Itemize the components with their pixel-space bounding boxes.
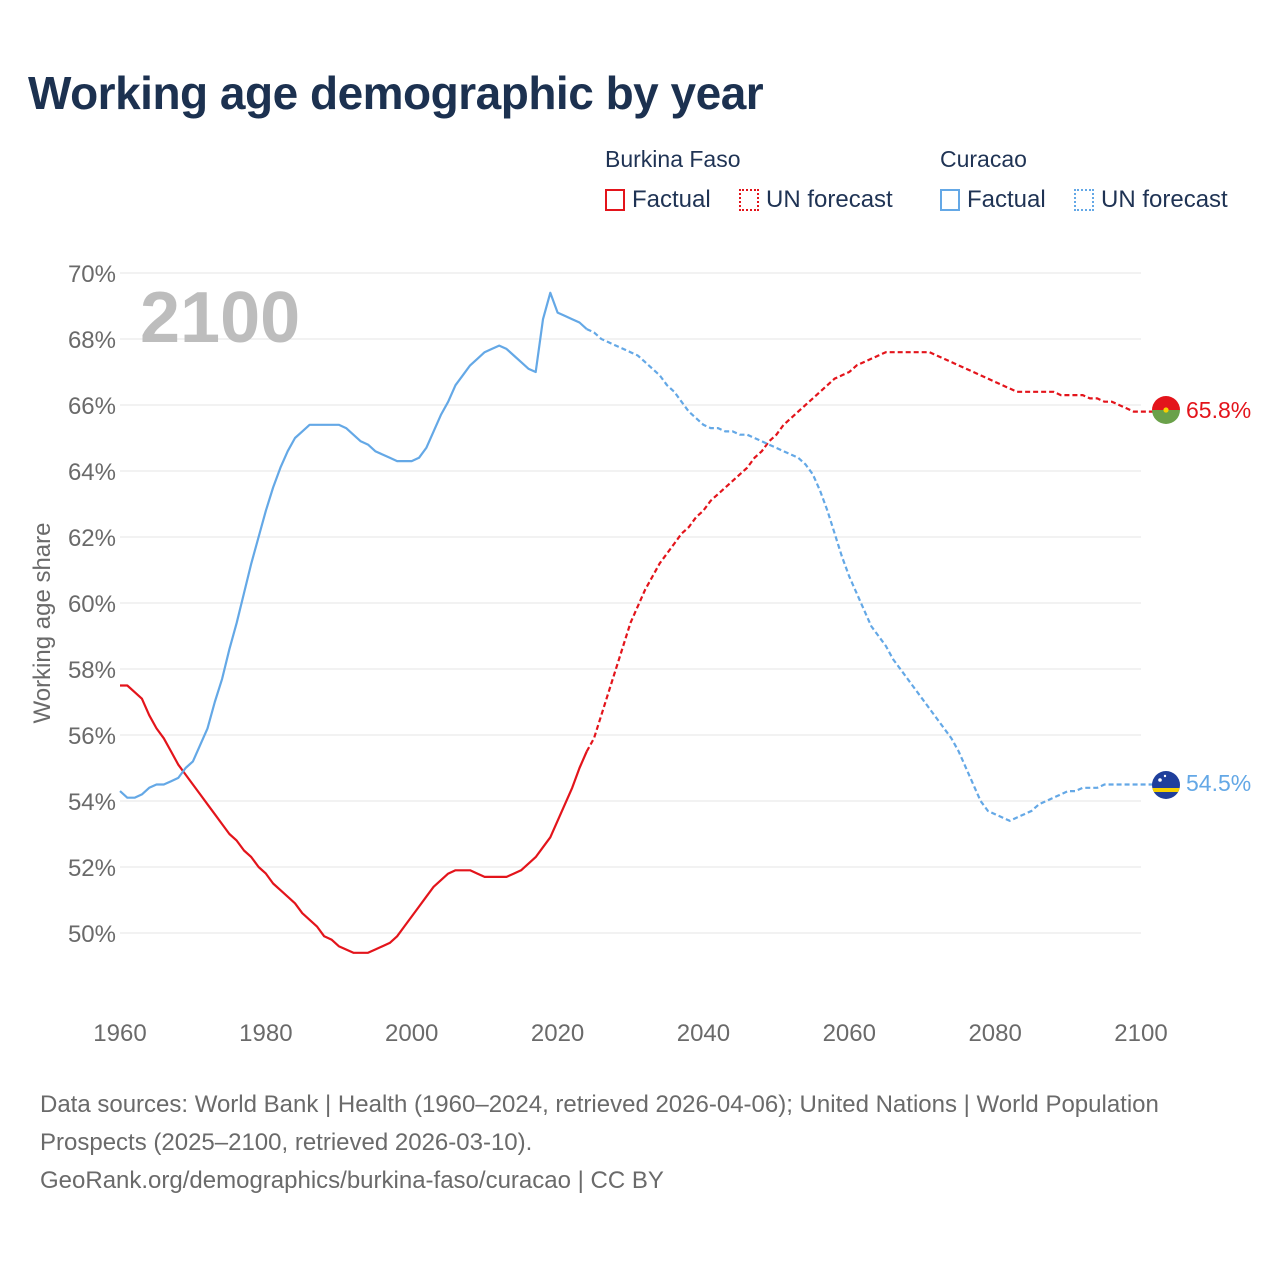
legend-swatch-dotted-icon <box>739 189 759 211</box>
x-tick-label: 2020 <box>531 1020 584 1047</box>
y-tick-label: 54% <box>68 789 116 816</box>
y-tick-label: 64% <box>68 459 116 486</box>
series-line-burkina-faso-forecast[interactable] <box>585 351 1156 753</box>
burkina-faso-flag-icon <box>1152 396 1180 424</box>
legend-label: UN forecast <box>1101 186 1228 213</box>
y-tick-label: 68% <box>68 327 116 354</box>
legend-group-curacao: Curacao <box>940 146 1027 172</box>
x-tick-label: 2040 <box>677 1020 730 1047</box>
y-tick-label: 58% <box>68 657 116 684</box>
legend-curacao-forecast[interactable]: UN forecast <box>1074 186 1228 214</box>
legend-group-burkina-faso: Burkina Faso <box>605 146 741 172</box>
y-axis-label: Working age share <box>29 523 56 724</box>
legend-curacao-factual[interactable]: Factual <box>940 186 1046 214</box>
y-tick-label: 52% <box>68 855 116 882</box>
legend-swatch-dotted-icon <box>1074 189 1094 211</box>
x-tick-label: 1980 <box>239 1020 292 1047</box>
data-sources: Data sources: World Bank | Health (1960–… <box>40 1091 1159 1156</box>
end-value-label-curacao: 54.5% <box>1186 770 1251 796</box>
series-line-curacao-forecast[interactable] <box>586 328 1156 823</box>
chart-footer: Data sources: World Bank | Health (1960–… <box>40 1086 1240 1200</box>
y-tick-label: 62% <box>68 525 116 552</box>
curacao-flag-icon <box>1152 771 1180 799</box>
x-tick-label: 2060 <box>823 1020 876 1047</box>
x-tick-label: 1960 <box>93 1020 146 1047</box>
line-chart: 50% 52% 54% 56% 58% 60% 62% 64% 66% 68% 70% 1960 19… <box>29 261 1251 1047</box>
x-tick-label: 2000 <box>385 1020 438 1047</box>
legend-burkina-faso-forecast[interactable]: UN forecast <box>739 186 893 214</box>
legend-swatch-solid-icon <box>605 189 625 211</box>
y-tick-label: 60% <box>68 591 116 618</box>
legend-burkina-faso-factual[interactable]: Factual <box>605 186 711 214</box>
source-link[interactable]: GeoRank.org/demographics/burkina-faso/cu… <box>40 1167 664 1194</box>
legend-label: UN forecast <box>766 186 893 213</box>
year-overlay: 2100 <box>140 278 300 358</box>
y-tick-label: 56% <box>68 723 116 750</box>
series-line-curacao-factual[interactable] <box>119 291 588 799</box>
x-tick-label: 2080 <box>968 1020 1021 1047</box>
legend-label: Factual <box>632 186 711 213</box>
y-tick-label: 66% <box>68 393 116 420</box>
series-line-burkina-faso-factual[interactable] <box>120 684 588 954</box>
legend-swatch-solid-icon <box>940 189 960 211</box>
y-tick-label: 50% <box>68 921 116 948</box>
y-tick-label: 70% <box>68 261 116 288</box>
legend-label: Factual <box>967 186 1046 213</box>
end-value-label-burkina-faso: 65.8% <box>1186 397 1251 423</box>
x-tick-label: 2100 <box>1114 1020 1167 1047</box>
chart-title: Working age demographic by year <box>28 67 764 119</box>
